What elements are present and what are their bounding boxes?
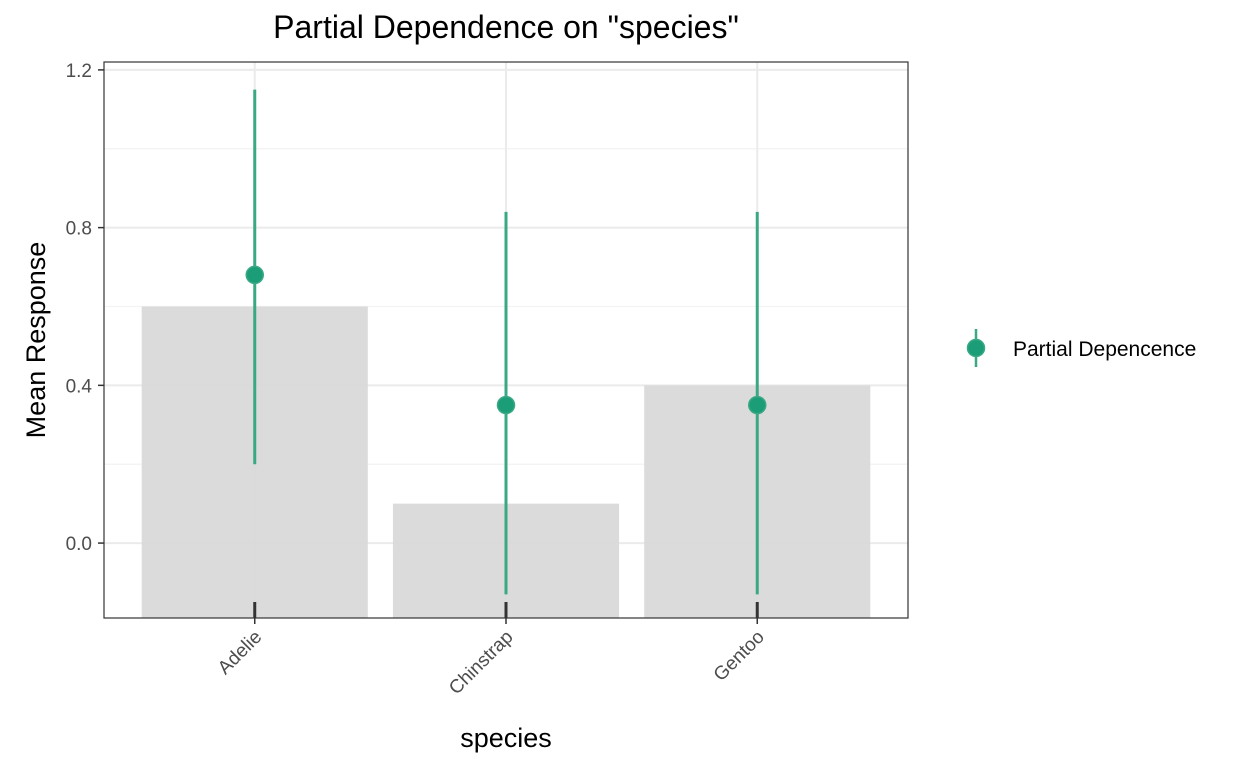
legend-label: Partial Depencence xyxy=(1013,338,1196,361)
rug-marks xyxy=(253,602,759,618)
y-tick-label: 0.8 xyxy=(66,219,92,240)
x-axis-title: species xyxy=(460,723,552,753)
legend-key-point xyxy=(966,338,986,358)
partial-dependence-series xyxy=(245,89,767,595)
point-gentoo xyxy=(748,395,767,415)
x-tick-label-chinstrap: Chinstrap xyxy=(445,627,517,699)
y-tick-label: 1.2 xyxy=(66,61,92,82)
x-tick-label-gentoo: Gentoo xyxy=(710,627,769,686)
point-chinstrap xyxy=(496,395,516,415)
y-tick-label: 0.0 xyxy=(66,534,92,555)
y-axis: 0.0 0.4 0.8 1.2 xyxy=(66,61,104,555)
y-axis-title: Mean Response xyxy=(21,242,51,439)
y-tick-label: 0.4 xyxy=(66,376,93,397)
chart-title: Partial Dependence on "species" xyxy=(273,9,739,45)
legend: Partial Depencence xyxy=(966,329,1196,367)
x-tick-label-adelie: Adelie xyxy=(214,627,266,679)
x-axis: Adelie Chinstrap Gentoo xyxy=(214,618,769,699)
point-adelie xyxy=(245,265,264,285)
